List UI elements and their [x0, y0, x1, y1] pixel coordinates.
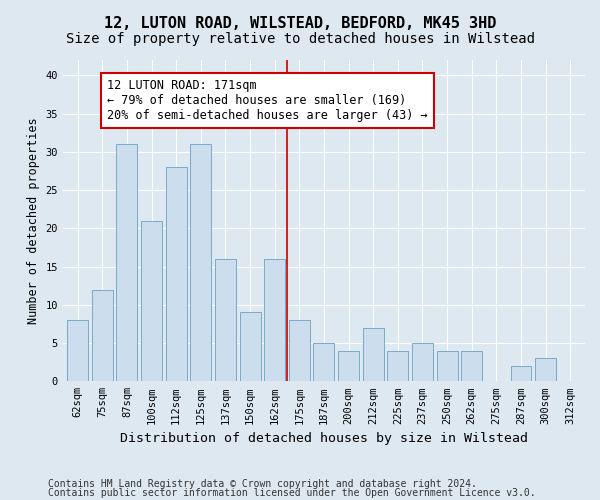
Bar: [511, 366, 532, 382]
Bar: [313, 343, 334, 382]
Bar: [215, 259, 236, 382]
Bar: [461, 350, 482, 382]
Text: Contains public sector information licensed under the Open Government Licence v3: Contains public sector information licen…: [48, 488, 536, 498]
Bar: [67, 320, 88, 382]
Bar: [437, 350, 458, 382]
Bar: [264, 259, 285, 382]
Text: Contains HM Land Registry data © Crown copyright and database right 2024.: Contains HM Land Registry data © Crown c…: [48, 479, 477, 489]
Text: 12, LUTON ROAD, WILSTEAD, BEDFORD, MK45 3HD: 12, LUTON ROAD, WILSTEAD, BEDFORD, MK45 …: [104, 16, 496, 32]
Bar: [190, 144, 211, 382]
Bar: [92, 290, 113, 382]
Bar: [388, 350, 409, 382]
Bar: [412, 343, 433, 382]
Bar: [289, 320, 310, 382]
Text: Size of property relative to detached houses in Wilstead: Size of property relative to detached ho…: [65, 32, 535, 46]
Bar: [338, 350, 359, 382]
Bar: [363, 328, 383, 382]
Bar: [239, 312, 260, 382]
Text: 12 LUTON ROAD: 171sqm
← 79% of detached houses are smaller (169)
20% of semi-det: 12 LUTON ROAD: 171sqm ← 79% of detached …: [107, 79, 428, 122]
Y-axis label: Number of detached properties: Number of detached properties: [27, 118, 40, 324]
Bar: [141, 220, 162, 382]
Bar: [535, 358, 556, 382]
Bar: [166, 167, 187, 382]
Bar: [116, 144, 137, 382]
X-axis label: Distribution of detached houses by size in Wilstead: Distribution of detached houses by size …: [120, 432, 528, 445]
